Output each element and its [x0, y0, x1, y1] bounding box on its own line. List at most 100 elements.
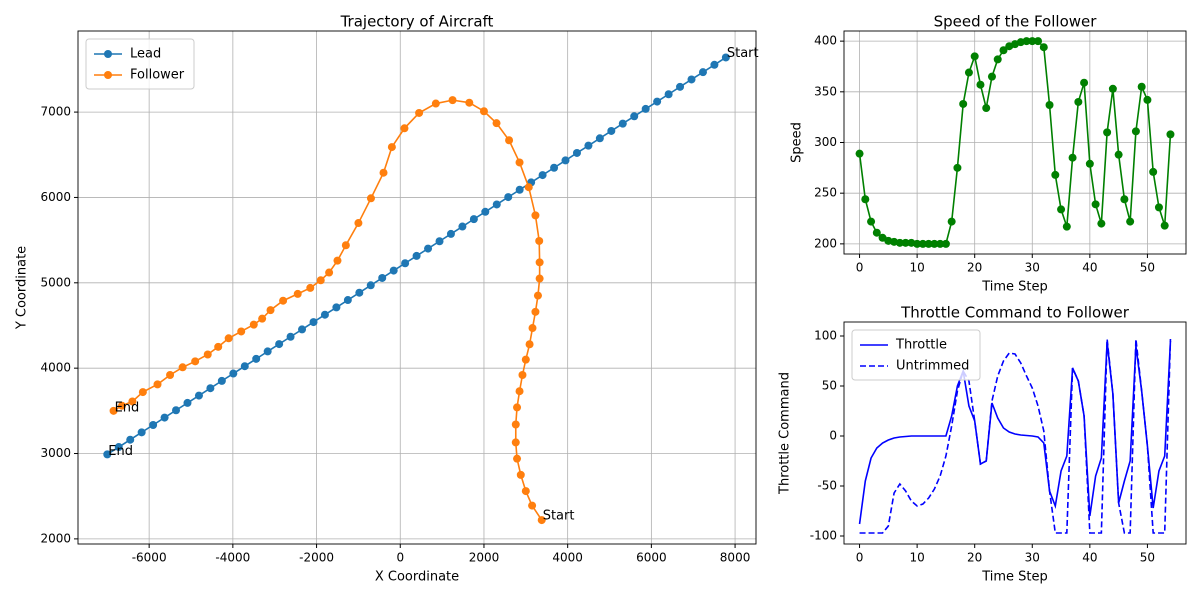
marker — [516, 470, 525, 479]
marker — [114, 443, 123, 452]
y-axis-label: Speed — [790, 122, 805, 163]
marker — [332, 303, 341, 312]
legend-marker — [104, 50, 112, 58]
marker — [993, 55, 1002, 64]
marker — [172, 406, 181, 415]
marker — [584, 141, 593, 150]
annotation: Start — [543, 509, 575, 524]
marker — [266, 306, 275, 315]
chart-title: Trajectory of Aircraft — [340, 13, 494, 31]
marker — [366, 281, 375, 290]
marker — [1126, 217, 1135, 226]
marker — [237, 327, 246, 336]
marker — [343, 296, 352, 305]
marker — [1068, 153, 1077, 162]
marker — [117, 401, 126, 410]
marker — [1131, 127, 1140, 136]
marker — [515, 387, 524, 396]
marker — [513, 454, 522, 463]
marker — [191, 357, 200, 366]
marker — [913, 239, 922, 248]
marker — [424, 244, 433, 253]
annotation: Start — [727, 46, 759, 61]
marker — [1166, 130, 1175, 139]
y-tick-label: 350 — [814, 84, 837, 98]
x-tick-label: 8000 — [720, 551, 751, 565]
marker — [435, 237, 444, 246]
marker — [389, 266, 398, 275]
legend-marker — [104, 71, 112, 79]
marker — [533, 291, 542, 300]
x-axis-label: X Coordinate — [375, 570, 459, 585]
marker — [528, 501, 537, 510]
legend-label: Follower — [130, 68, 185, 83]
legend-box — [85, 38, 195, 90]
marker — [379, 168, 388, 177]
marker — [279, 296, 288, 305]
marker — [194, 391, 203, 400]
y-tick-label: -50 — [817, 479, 837, 493]
marker — [528, 324, 537, 333]
marker — [531, 211, 540, 220]
marker — [1120, 195, 1129, 204]
marker — [166, 370, 175, 379]
marker — [149, 421, 158, 430]
marker — [1103, 128, 1112, 137]
marker — [513, 403, 522, 412]
marker — [320, 310, 329, 319]
x-tick-label: 0 — [856, 261, 864, 275]
marker — [511, 438, 520, 447]
marker — [1085, 159, 1094, 168]
marker — [415, 108, 424, 117]
marker — [550, 163, 559, 172]
marker — [126, 435, 135, 444]
marker — [333, 256, 342, 265]
x-tick-label: 30 — [1025, 261, 1040, 275]
marker — [515, 158, 524, 167]
x-tick-label: -4000 — [215, 551, 250, 565]
marker — [249, 320, 258, 329]
marker — [521, 355, 530, 364]
marker — [872, 228, 881, 237]
marker — [492, 119, 501, 128]
marker — [128, 397, 137, 406]
x-tick-label: 2000 — [469, 551, 500, 565]
marker — [511, 420, 520, 429]
y-tick-label: 5000 — [40, 275, 71, 289]
y-tick-label: 100 — [814, 329, 837, 343]
subplot: 0 10 20 30 40 50 -100 -50 0 50 100 Throttle Command… — [778, 304, 1187, 585]
y-tick-label: -100 — [810, 529, 837, 543]
marker — [354, 219, 363, 228]
marker — [366, 194, 375, 203]
marker — [275, 340, 284, 349]
marker — [400, 124, 409, 133]
x-tick-label: 0 — [856, 551, 864, 565]
marker — [431, 99, 440, 108]
marker — [1097, 219, 1106, 228]
marker — [138, 388, 147, 397]
legend: Lead Follower — [85, 38, 195, 90]
marker — [378, 273, 387, 282]
x-tick-label: 50 — [1140, 551, 1155, 565]
marker — [936, 239, 945, 248]
marker — [901, 238, 910, 247]
x-axis-label: Time Step — [981, 280, 1048, 295]
x-tick-label: 40 — [1082, 551, 1097, 565]
marker — [206, 384, 215, 393]
marker — [229, 369, 238, 378]
marker — [538, 171, 547, 180]
marker — [183, 398, 192, 407]
marker — [469, 215, 478, 224]
x-tick-label: 10 — [909, 551, 924, 565]
chart-title: Speed of the Follower — [934, 13, 1098, 31]
marker — [1114, 150, 1123, 159]
marker — [465, 98, 474, 107]
x-tick-label: 6000 — [636, 551, 667, 565]
marker — [224, 334, 233, 343]
marker — [1028, 37, 1037, 46]
marker — [953, 163, 962, 172]
y-tick-label: 250 — [814, 186, 837, 200]
marker — [109, 406, 118, 415]
marker — [976, 80, 985, 89]
